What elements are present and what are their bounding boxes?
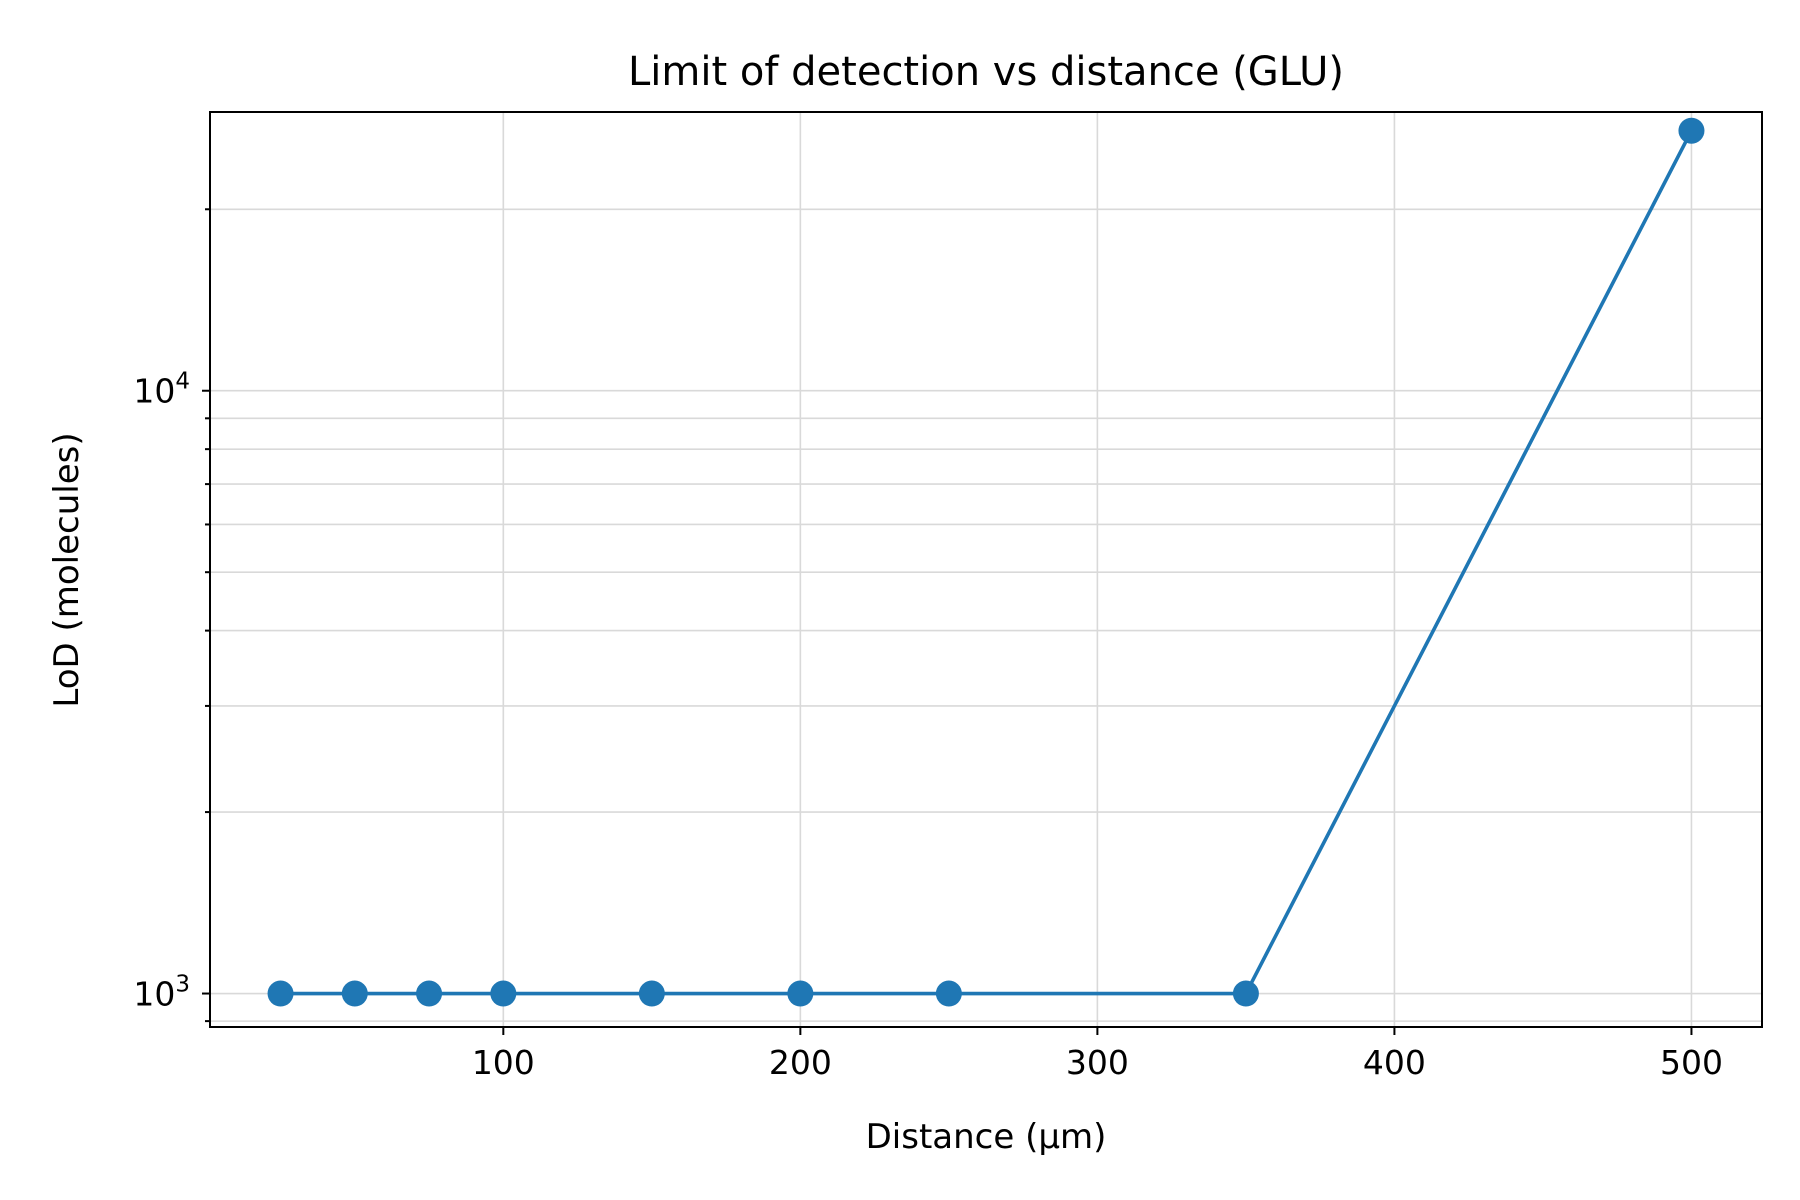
plot-frame [209, 111, 1763, 1028]
y-tick-exponent: 4 [175, 369, 190, 395]
series-layer [267, 117, 1705, 1007]
x-tick-label: 500 [1660, 1043, 1723, 1082]
data-point [490, 980, 517, 1007]
y-tick-label: 104 [133, 369, 190, 411]
x-axis-label: Distance (µm) [866, 1117, 1107, 1157]
data-point [638, 980, 665, 1007]
y-tick-exponent: 3 [175, 972, 190, 998]
data-point [787, 980, 814, 1007]
data-point [416, 980, 443, 1007]
x-tick-label: 200 [769, 1043, 832, 1082]
data-point [341, 980, 368, 1007]
series-line [280, 129, 1694, 996]
data-point [1232, 980, 1259, 1007]
y-tick-label: 103 [133, 972, 190, 1014]
chart-title: Limit of detection vs distance (GLU) [628, 49, 1344, 95]
y-axis-label: LoD (molecules) [47, 432, 87, 707]
data-point [1678, 117, 1705, 144]
x-tick-label: 300 [1066, 1043, 1129, 1082]
x-tick-label: 400 [1363, 1043, 1426, 1082]
y-tick-base: 10 [133, 975, 175, 1014]
grid [210, 112, 1762, 1027]
y-tick-base: 10 [133, 372, 175, 411]
x-tick-label: 100 [472, 1043, 535, 1082]
data-point [935, 980, 962, 1007]
data-point [267, 980, 294, 1007]
